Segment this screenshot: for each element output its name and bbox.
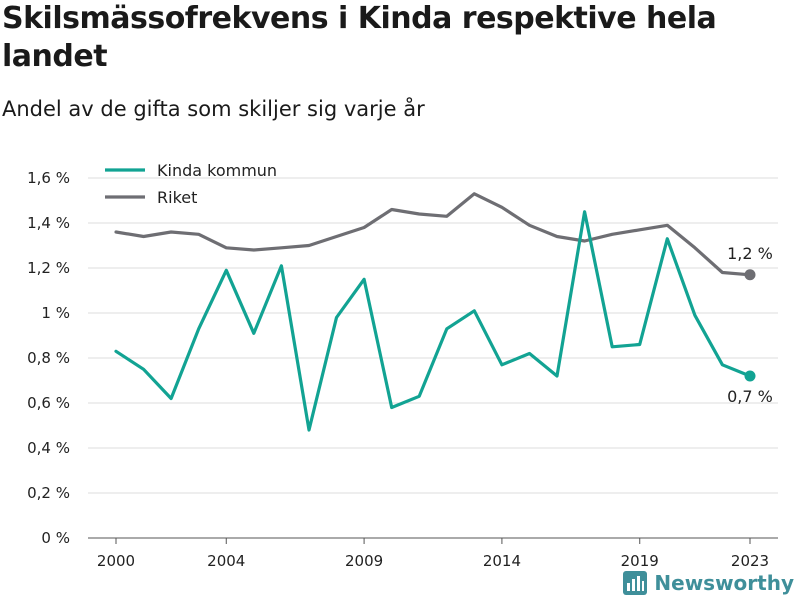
y-tick-label: 0,2 %	[27, 484, 70, 502]
end-point-riket	[744, 269, 756, 281]
y-axis: 0 % 0,2 % 0,4 % 0,6 % 0,8 % 1 % 1,2 % 1,4 % 1,6 …	[27, 169, 70, 547]
series-line-kinda-kommun	[114, 210, 752, 432]
y-tick-label: 1 %	[41, 304, 70, 322]
y-tick-label: 0,8 %	[27, 349, 70, 367]
brand-name: Newsworthy	[654, 571, 794, 595]
legend-label-kinda-kommun: Kinda kommun	[157, 161, 277, 180]
x-tick-label: 2009	[345, 552, 383, 570]
legend: Kinda kommun Riket	[105, 161, 277, 207]
y-tick-label: 0 %	[41, 529, 70, 547]
bar-chart-logo-icon	[623, 571, 648, 595]
y-tick-label: 0,4 %	[27, 439, 70, 457]
newsworthy-brand: Newsworthy	[622, 570, 794, 596]
chart-title: Skilsmässofrekvens i Kinda respektive he…	[2, 1, 717, 74]
grid-lines	[88, 177, 778, 539]
legend-label-riket: Riket	[157, 188, 197, 207]
y-tick-label: 1,4 %	[27, 214, 70, 232]
y-tick-label: 1,2 %	[27, 259, 70, 277]
x-axis: 2000 2004 2009 2014 2019 2023	[97, 538, 769, 570]
series-layer: 1,2 % 0,7 %	[114, 192, 773, 432]
end-point-kinda-kommun	[744, 370, 756, 382]
x-tick-label: 2004	[207, 552, 245, 570]
chart-subtitle: Andel av de gifta som skiljer sig varje …	[2, 97, 425, 121]
x-tick-label: 2023	[731, 552, 769, 570]
series-line-riket	[114, 192, 752, 277]
end-label-riket: 1,2 %	[727, 244, 773, 263]
x-tick-label: 2014	[483, 552, 521, 570]
x-tick-label: 2000	[97, 552, 135, 570]
y-tick-label: 1,6 %	[27, 169, 70, 187]
y-tick-label: 0,6 %	[27, 394, 70, 412]
end-label-kinda-kommun: 0,7 %	[727, 387, 773, 406]
x-tick-label: 2019	[621, 552, 659, 570]
